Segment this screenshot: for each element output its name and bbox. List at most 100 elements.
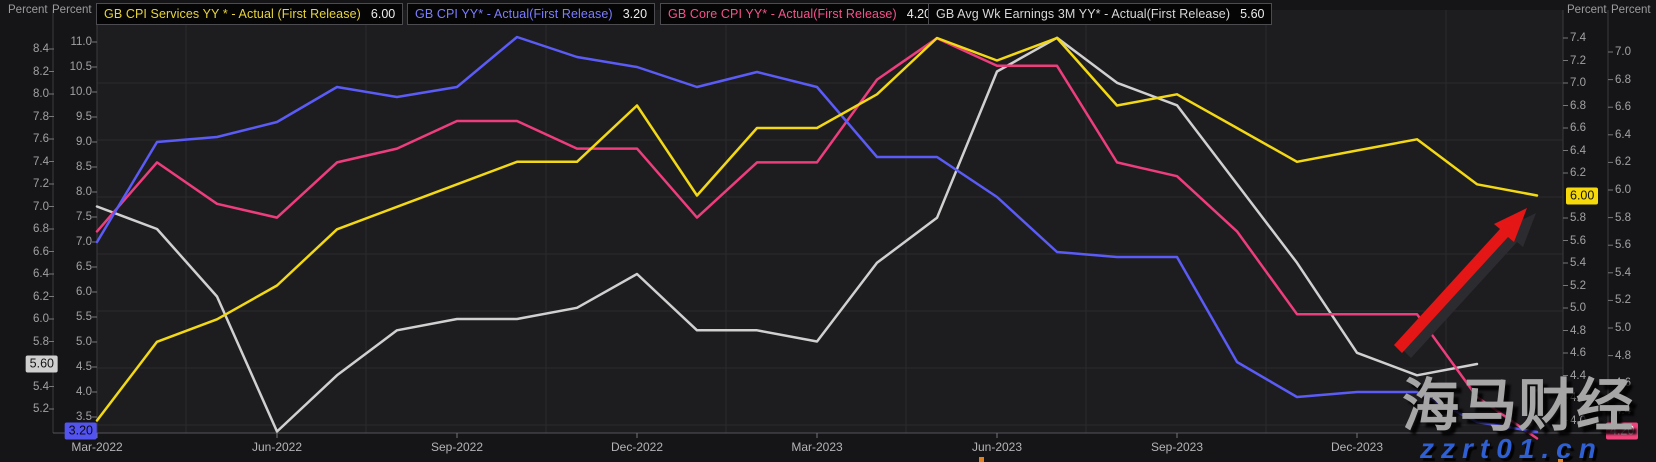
x-tick-label: Jun-2022 <box>251 440 303 454</box>
y-tick-label-right_inner: 5.4 <box>1570 257 1586 269</box>
y-tick-label-left_outer: 8.4 <box>33 43 49 55</box>
y-tick-label-right_inner: 7.0 <box>1570 77 1586 89</box>
axis-ticks <box>49 37 1613 438</box>
y-tick-label-left_inner: 10.0 <box>69 86 92 98</box>
x-tick-label: Jun-2023 <box>971 440 1023 454</box>
y-tick-label-left_inner: 3.5 <box>76 411 92 423</box>
x-tick-label: Mar-2023 <box>791 440 843 454</box>
series-line-right_inner[interactable] <box>95 36 1539 422</box>
last-value-badge-right_outer: 4.20 <box>1606 422 1639 440</box>
y-tick-label-right_inner: 4.8 <box>1570 324 1586 337</box>
y-tick-label-left_inner: 7.5 <box>76 211 92 223</box>
y-tick-label-left_outer: 8.2 <box>33 65 49 78</box>
y-tick-label-right_inner: 5.2 <box>1570 279 1586 292</box>
y-tick-label-right_outer: 6.2 <box>1615 156 1631 169</box>
y-tick-label-left_outer: 6.2 <box>33 290 49 303</box>
y-tick-label-left_outer: 6.0 <box>33 313 49 325</box>
y-tick-label-left_outer: 7.4 <box>33 155 49 168</box>
y-tick-label-right_inner: 6.8 <box>1570 99 1586 112</box>
legend-item-label: GB Core CPI YY* - Actual(First Release) <box>668 7 897 21</box>
y-tick-label-right_inner: 6.4 <box>1570 144 1586 157</box>
y-tick-label-right_inner: 4.4 <box>1570 369 1586 382</box>
legend-item-value: 6.00 <box>370 7 396 21</box>
y-tick-label-right_inner: 5.8 <box>1570 212 1586 224</box>
watermark-url: zzrt01.cn <box>1420 433 1603 462</box>
y-tick-label-left_outer: 7.6 <box>33 133 49 145</box>
y-tick-label-right_outer: 5.0 <box>1615 322 1631 334</box>
legend-item-value: 4.20 <box>906 7 932 21</box>
x-tick-label: Mar-2022 <box>71 440 123 454</box>
arrow-annotation[interactable] <box>1394 208 1536 358</box>
y-tick-label-right_outer: 5.6 <box>1615 239 1631 252</box>
y-tick-label-right_outer: 7.0 <box>1615 46 1631 58</box>
axis-unit-left-outer: Percent <box>8 4 48 16</box>
x-tick-label: Sep-2022 <box>430 440 484 454</box>
y-tick-label-right_outer: 5.4 <box>1615 266 1631 279</box>
y-tick-label-right_inner: 7.2 <box>1570 54 1586 67</box>
y-tick-label-right_outer: 4.8 <box>1615 349 1631 362</box>
y-tick-label-right_inner: 6.2 <box>1570 167 1586 179</box>
x-tick-label: Dec-2022 <box>610 440 664 454</box>
series-line-right_outer[interactable] <box>95 36 1539 440</box>
series-line-left_outer[interactable] <box>95 36 1479 433</box>
y-tick-label-right_inner: 4.0 <box>1570 414 1586 427</box>
y-tick-label-left_outer: 5.2 <box>33 403 49 415</box>
y-tick-label-left_outer: 5.8 <box>33 335 49 348</box>
y-tick-label-right_outer: 4.4 <box>1615 404 1631 417</box>
y-tick-label-right_outer: 6.0 <box>1615 184 1631 196</box>
last-value-badge-left_outer: 5.60 <box>25 355 58 373</box>
y-tick-label-left_outer: 8.0 <box>33 88 49 100</box>
event-marker[interactable] <box>1558 459 1563 462</box>
y-tick-label-left_inner: 6.0 <box>76 286 92 298</box>
y-tick-label-left_outer: 6.4 <box>33 268 49 280</box>
x-tick-label: Dec-2023 <box>1330 440 1384 454</box>
y-tick-label-left_inner: 5.0 <box>76 336 92 348</box>
event-marker[interactable] <box>979 457 984 462</box>
legend-item-label: GB Avg Wk Earnings 3M YY* - Actual(First… <box>936 7 1231 21</box>
legend-item-label: GB CPI Services YY * - Actual (First Rel… <box>104 7 361 21</box>
y-tick-label-left_inner: 9.5 <box>76 111 92 123</box>
y-tick-label-left_inner: 10.5 <box>69 61 92 73</box>
axis-unit-right-inner: Percent <box>1567 4 1607 16</box>
legend-item-3[interactable]: GB Avg Wk Earnings 3M YY* - Actual(First… <box>928 3 1273 25</box>
x-tick-label: Sep-2023 <box>1150 440 1204 454</box>
y-tick-label-right_outer: 6.6 <box>1615 101 1631 114</box>
legend-item-value: 5.60 <box>1240 7 1265 21</box>
y-tick-label-right_inner: 7.4 <box>1570 32 1586 44</box>
y-tick-label-right_outer: 6.8 <box>1615 73 1631 86</box>
y-tick-label-left_outer: 6.8 <box>33 223 49 235</box>
y-tick-label-right_outer: 6.4 <box>1615 128 1631 141</box>
y-tick-label-left_inner: 9.0 <box>76 136 92 148</box>
y-tick-label-left_outer: 7.2 <box>33 178 49 190</box>
last-value-badge-right_inner: 6.00 <box>1566 187 1599 204</box>
legend-item-2[interactable]: GB Core CPI YY* - Actual(First Release) 4… <box>660 3 940 25</box>
watermark-text: 海马财经 <box>1402 374 1634 438</box>
y-tick-label-left_inner: 6.5 <box>76 261 92 273</box>
y-tick-label-left_inner: 5.5 <box>76 311 92 323</box>
legend-item-0[interactable]: GB CPI Services YY * - Actual (First Rel… <box>96 3 404 25</box>
y-tick-label-right_inner: 4.6 <box>1570 347 1586 359</box>
y-tick-label-right_inner: 6.6 <box>1570 122 1586 134</box>
y-tick-label-left_inner: 11.0 <box>70 36 92 48</box>
legend-item-value: 3.20 <box>622 7 648 21</box>
y-tick-label-right_outer: 5.2 <box>1615 294 1631 307</box>
y-tick-label-left_outer: 7.8 <box>33 110 49 123</box>
y-tick-label-left_inner: 4.0 <box>76 386 92 398</box>
gridlines <box>97 10 1563 433</box>
y-tick-label-left_inner: 8.5 <box>76 161 92 173</box>
y-tick-label-left_outer: 6.6 <box>33 245 49 258</box>
chart-plot-area[interactable] <box>97 10 1563 433</box>
y-tick-label-right_outer: 4.6 <box>1615 377 1631 390</box>
legend-item-1[interactable]: GB CPI YY* - Actual(First Release) 3.20 <box>407 3 656 25</box>
last-value-badge-left_inner: 3.20 <box>64 422 97 440</box>
series-line-left_inner[interactable] <box>95 35 1539 434</box>
y-tick-label-right_inner: 5.6 <box>1570 234 1586 247</box>
y-tick-label-left_outer: 7.0 <box>33 200 49 213</box>
y-tick-label-left_outer: 5.4 <box>33 380 49 393</box>
legend-item-label: GB CPI YY* - Actual(First Release) <box>415 7 613 21</box>
y-tick-label-right_outer: 5.8 <box>1615 211 1631 224</box>
y-tick-label-right_inner: 5.0 <box>1570 302 1586 314</box>
y-tick-label-right_inner: 4.2 <box>1570 392 1586 404</box>
